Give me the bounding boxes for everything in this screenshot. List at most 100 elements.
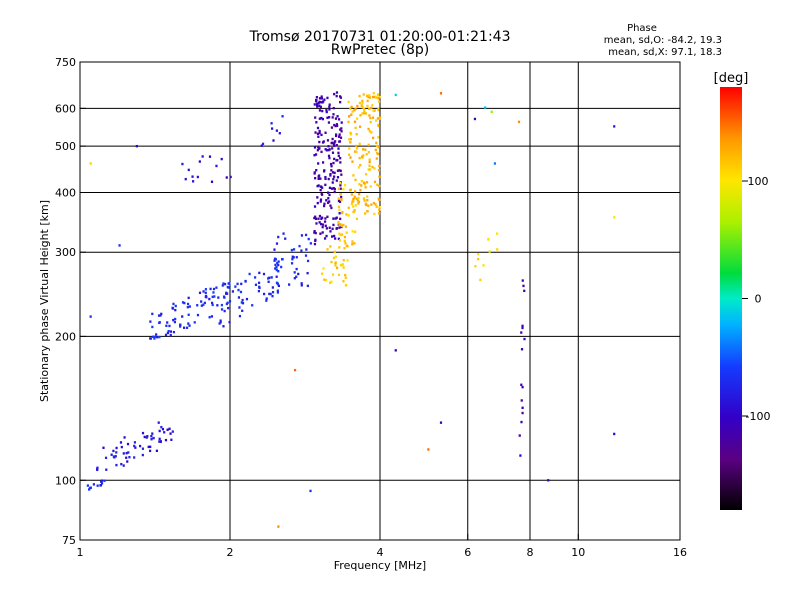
data-point — [251, 304, 254, 307]
data-point — [328, 226, 331, 229]
data-point — [358, 101, 361, 105]
data-point — [345, 244, 348, 248]
data-point — [295, 256, 298, 259]
data-point — [333, 234, 336, 238]
data-point — [276, 282, 280, 286]
data-point — [307, 237, 310, 241]
data-point — [133, 444, 136, 448]
data-point — [326, 201, 330, 204]
data-point — [314, 239, 317, 242]
data-point — [174, 304, 177, 308]
data-point — [354, 150, 357, 153]
data-point — [340, 224, 343, 228]
data-point — [337, 237, 340, 241]
data-point — [327, 121, 331, 124]
data-point — [159, 314, 162, 317]
data-point — [89, 486, 92, 489]
data-point — [278, 132, 281, 135]
plot-points — [86, 91, 616, 528]
data-point — [377, 100, 381, 103]
data-point — [300, 234, 304, 237]
data-point — [324, 148, 327, 151]
data-point — [318, 129, 321, 133]
data-point — [334, 264, 337, 267]
data-point — [375, 119, 378, 122]
data-point — [328, 186, 332, 190]
data-point — [339, 217, 342, 221]
data-point — [96, 466, 99, 469]
data-point — [174, 317, 177, 321]
data-point — [366, 195, 369, 198]
data-point — [277, 260, 280, 263]
data-point — [316, 196, 319, 199]
data-point — [210, 301, 214, 305]
data-point — [275, 268, 278, 272]
data-point — [274, 263, 277, 267]
data-point — [361, 99, 364, 103]
data-point — [148, 449, 152, 453]
data-point — [237, 288, 240, 292]
data-point — [333, 141, 336, 144]
data-point — [337, 273, 341, 277]
data-point — [314, 153, 318, 156]
data-point — [298, 244, 301, 248]
data-point — [267, 280, 270, 283]
x-tick-label: 2 — [227, 546, 234, 559]
data-point — [520, 383, 523, 386]
data-point — [218, 322, 221, 325]
data-point — [321, 109, 324, 113]
data-point — [354, 107, 357, 111]
data-point — [126, 460, 129, 463]
data-point — [490, 110, 493, 114]
data-point — [217, 296, 220, 299]
data-point — [374, 95, 377, 99]
data-point — [369, 120, 372, 124]
data-point — [334, 255, 338, 258]
data-point — [100, 482, 104, 485]
data-point — [333, 171, 336, 175]
data-point — [368, 164, 371, 167]
data-point — [149, 445, 152, 449]
data-point — [185, 326, 189, 329]
data-point — [261, 142, 265, 146]
data-point — [322, 267, 325, 270]
data-point — [335, 227, 338, 230]
data-point — [158, 429, 161, 433]
data-point — [347, 213, 350, 217]
data-point — [102, 446, 105, 449]
data-point — [166, 321, 169, 324]
data-point — [315, 121, 318, 124]
data-point — [360, 184, 363, 187]
data-point — [339, 263, 343, 267]
data-point — [318, 97, 322, 100]
data-point — [354, 178, 357, 182]
data-point — [161, 427, 165, 431]
data-point — [355, 117, 359, 120]
data-point — [320, 133, 323, 137]
data-point — [323, 220, 327, 223]
data-point — [364, 202, 367, 205]
data-point — [100, 479, 104, 482]
data-point — [156, 335, 159, 339]
data-point — [340, 127, 343, 130]
data-point — [211, 303, 214, 307]
data-point — [333, 157, 336, 161]
data-point — [335, 91, 339, 94]
data-point — [321, 223, 325, 226]
data-point — [118, 244, 121, 247]
data-point — [153, 337, 156, 340]
data-point — [345, 213, 348, 216]
data-point — [227, 286, 230, 289]
data-point — [324, 175, 327, 179]
data-point — [351, 110, 354, 113]
data-point — [320, 185, 323, 188]
y-axis-label: Stationary phase Virtual Height [km] — [38, 200, 51, 402]
data-point — [337, 222, 340, 225]
data-point — [344, 225, 348, 228]
data-point — [351, 230, 354, 233]
data-point — [338, 140, 342, 143]
data-point — [314, 116, 317, 119]
data-point — [339, 136, 343, 139]
data-point — [304, 233, 308, 237]
data-point — [123, 436, 126, 439]
